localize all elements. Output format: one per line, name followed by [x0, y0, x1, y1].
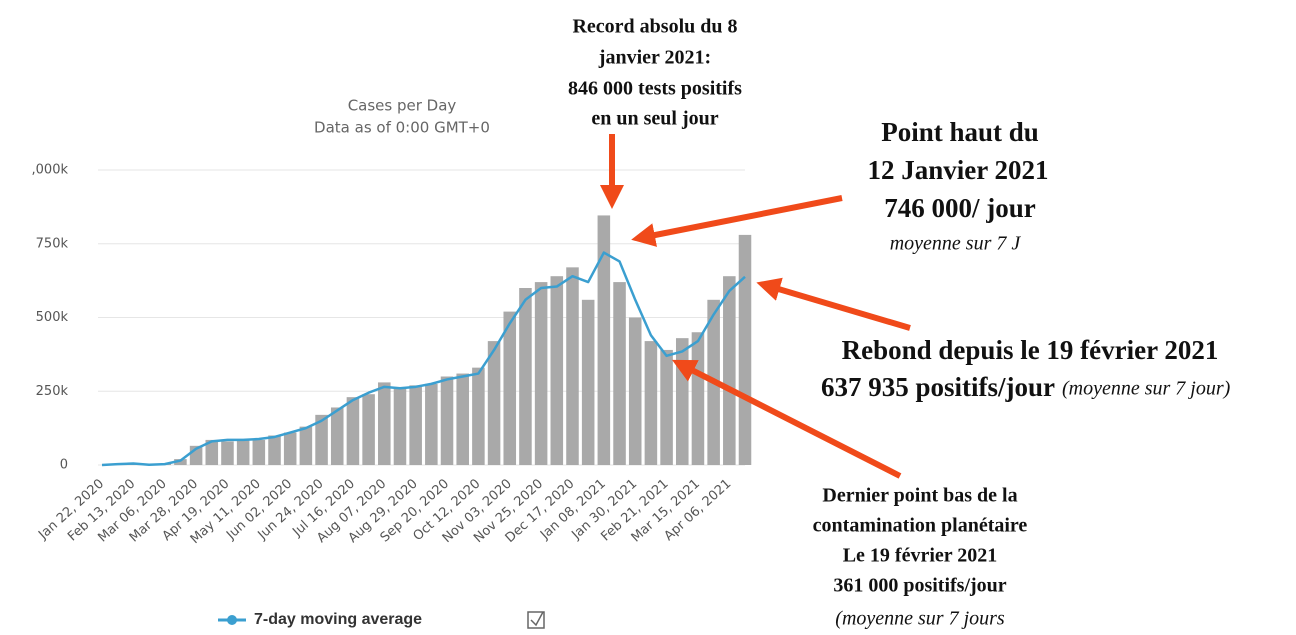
annotation: Point haut du 12 Janvier 2021 746 000/ j…: [631, 117, 1049, 255]
legend-marker: [227, 615, 237, 625]
annotation-note: (moyenne sur 7 jour): [1062, 378, 1231, 400]
bar: [723, 276, 736, 465]
bar: [174, 459, 187, 465]
bar: [252, 439, 266, 465]
y-tick-label: 0: [60, 458, 68, 473]
chart-subtitle: Data as of 0:00 GMT+0: [314, 119, 490, 137]
bar: [221, 441, 234, 465]
annotation-text: 846 000 tests positifs: [568, 78, 742, 100]
bar: [628, 317, 642, 465]
bar: [362, 394, 375, 465]
bar: [205, 439, 219, 465]
bar: [283, 432, 297, 465]
bar: [472, 367, 485, 465]
bar: [534, 282, 548, 465]
bar: [315, 414, 328, 465]
annotation: Rebond depuis le 19 février 2021 637 935…: [756, 277, 1231, 402]
bar: [487, 341, 501, 465]
bar: [581, 299, 595, 465]
bar: [268, 435, 281, 465]
annotation-text: en un seul jour: [591, 108, 718, 130]
bar: [346, 397, 360, 465]
annotation-text: Rebond depuis le 19 février 2021: [842, 335, 1219, 365]
bar: [660, 349, 673, 465]
bar: [378, 382, 391, 465]
bar: [393, 388, 407, 465]
bar: [425, 383, 438, 465]
y-tick-label: 500k: [36, 310, 69, 325]
arrow: [756, 277, 911, 331]
bar: [597, 215, 611, 465]
arrow: [671, 359, 902, 479]
y-tick-label: 250k: [36, 384, 69, 399]
annotation-text: Point haut du: [881, 117, 1039, 147]
annotation-text: 637 935 positifs/jour: [821, 372, 1055, 402]
bar: [738, 234, 752, 465]
bar: [644, 341, 658, 465]
annotation: Record absolu du 8 janvier 2021: 846 000…: [568, 16, 742, 209]
line: [101, 251, 746, 467]
bar: [503, 311, 517, 465]
bar: [330, 407, 344, 465]
annotation-text: 361 000 positifs/jour: [833, 575, 1006, 597]
bar: [299, 426, 313, 465]
bar: [675, 338, 689, 465]
chart-title: Cases per Day: [348, 97, 457, 115]
arrow: [631, 195, 843, 247]
bar: [236, 439, 250, 465]
y-tick-label: 750k: [36, 236, 69, 251]
legend[interactable]: 7-day moving average: [218, 611, 545, 629]
bar: [456, 373, 469, 465]
y-tick-label: ,000k: [32, 163, 69, 178]
checkbox[interactable]: [527, 611, 545, 629]
bar: [440, 376, 454, 465]
bar: [613, 282, 626, 465]
bar: [519, 288, 532, 465]
annotation: Dernier point bas de la contamination pl…: [671, 359, 1028, 630]
annotation-note: (moyenne sur 7 jours: [835, 608, 1005, 630]
annotation-note: moyenne sur 7 J: [890, 233, 1022, 255]
bar: [691, 332, 705, 465]
annotation-text: Record absolu du 8: [572, 16, 737, 38]
bar: [566, 267, 579, 465]
annotation-text: janvier 2021:: [598, 47, 711, 69]
annotation-text: Le 19 février 2021: [843, 545, 998, 567]
bar: [550, 276, 564, 465]
annotation-text: Dernier point bas de la: [822, 485, 1017, 507]
bar: [409, 385, 422, 465]
annotation-text: contamination planétaire: [813, 515, 1028, 537]
annotation-text: 12 Janvier 2021: [868, 155, 1049, 185]
legend-label[interactable]: 7-day moving average: [254, 611, 422, 628]
checkmark: [530, 611, 544, 627]
annotation-text: 746 000/ jour: [884, 193, 1036, 223]
